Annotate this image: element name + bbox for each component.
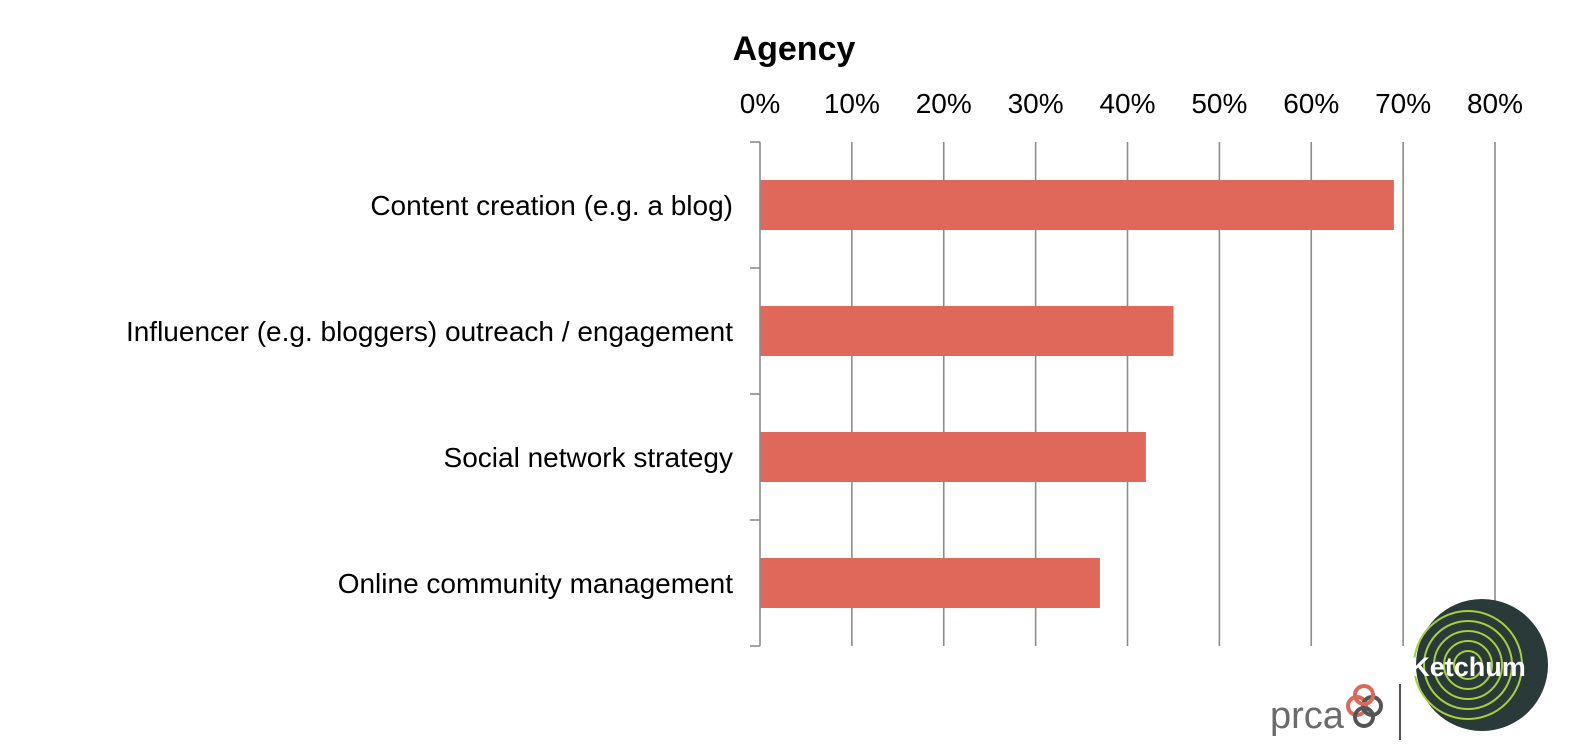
x-tick-label: 0% <box>740 88 780 119</box>
category-label: Social network strategy <box>444 442 733 473</box>
y-axis <box>750 141 761 647</box>
x-axis-ticks: 0% 10% 20% 30% 40% 50% 60% 70% 80% <box>740 88 1523 119</box>
x-tick-label: 60% <box>1283 88 1339 119</box>
ketchum-rings-icon <box>1413 610 1523 720</box>
x-tick-label: 20% <box>916 88 972 119</box>
x-tick-label: 70% <box>1375 88 1431 119</box>
bar <box>760 432 1146 482</box>
category-label: Content creation (e.g. a blog) <box>370 190 733 221</box>
bar <box>760 180 1394 230</box>
bar <box>760 558 1100 608</box>
category-label: Influencer (e.g. bloggers) outreach / en… <box>126 316 733 347</box>
prca-logo: prca <box>1270 684 1401 740</box>
x-tick-label: 40% <box>1099 88 1155 119</box>
bars <box>760 180 1394 608</box>
ketchum-logo: Ketchum <box>1410 599 1548 731</box>
category-label: Online community management <box>338 568 734 599</box>
bar <box>760 306 1174 356</box>
chart-title: Agency <box>733 30 856 68</box>
x-tick-label: 80% <box>1467 88 1523 119</box>
x-tick-label: 30% <box>1008 88 1064 119</box>
prca-rings-icon <box>1346 684 1383 728</box>
x-tick-label: 50% <box>1191 88 1247 119</box>
ketchum-logo-text: Ketchum <box>1410 652 1526 682</box>
prca-logo-text: prca <box>1270 695 1345 737</box>
category-labels: Content creation (e.g. a blog) Influencer… <box>126 190 733 599</box>
x-tick-label: 10% <box>824 88 880 119</box>
